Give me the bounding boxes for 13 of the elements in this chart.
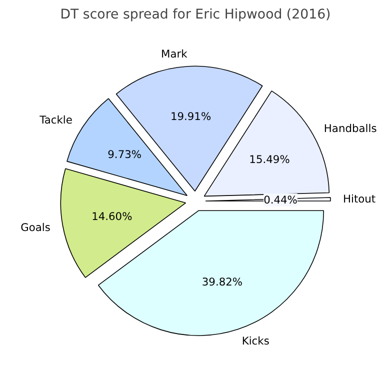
data-label: 19.91% [170, 110, 212, 123]
data-label: 15.49% [249, 152, 290, 166]
data-label: 0.44% [264, 193, 298, 206]
slice-label: Goals [20, 221, 51, 234]
data-label: 39.82% [202, 275, 243, 288]
chart-title: DT score spread for Eric Hipwood (2016) [60, 8, 331, 22]
data-label: 9.73% [108, 148, 142, 161]
slice-label: Kicks [242, 334, 270, 348]
slice-label: Mark [161, 47, 188, 60]
slice-label: Hitout [342, 192, 376, 206]
slice-label: Handballs [324, 122, 378, 136]
data-label: 14.60% [92, 210, 132, 223]
slice-label: Tackle [38, 113, 72, 126]
